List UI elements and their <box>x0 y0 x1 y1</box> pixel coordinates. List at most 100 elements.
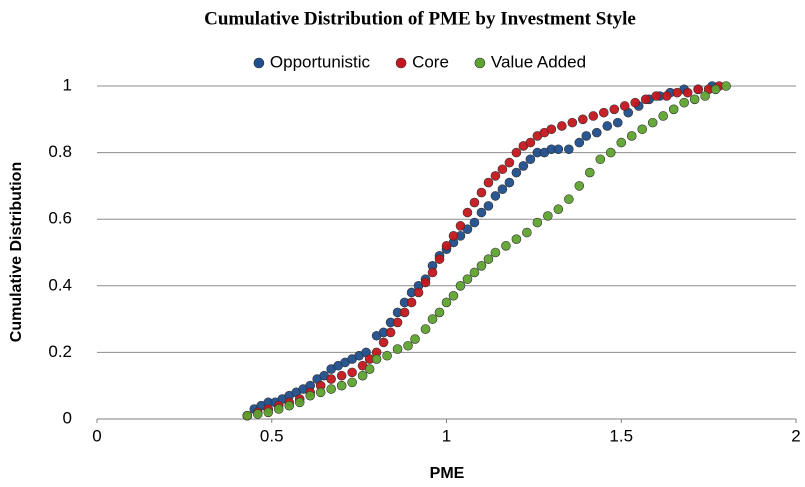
point <box>553 144 564 155</box>
point <box>490 191 501 201</box>
legend-item: Opportunistic <box>253 52 371 71</box>
point <box>242 410 253 421</box>
point <box>700 91 710 101</box>
legend-label: Opportunistic <box>270 52 371 71</box>
point <box>710 84 721 95</box>
point <box>427 314 438 324</box>
point <box>668 104 679 115</box>
point <box>469 267 480 278</box>
point <box>476 207 487 218</box>
legend-item: Core <box>395 52 449 71</box>
point <box>476 187 487 198</box>
y-tick-label: 1 <box>63 75 72 94</box>
point <box>284 400 295 411</box>
point <box>371 354 382 364</box>
point <box>462 207 473 218</box>
point <box>462 274 473 284</box>
grid: 0 0.2 0.4 0.6 0.8 1 0 0.5 1 1.5 2 <box>48 75 800 445</box>
point <box>619 101 630 111</box>
point <box>483 177 494 188</box>
point <box>336 370 347 381</box>
y-tick-label: 0.4 <box>48 275 72 294</box>
y-axis-title: Cumulative Distribution <box>8 162 25 342</box>
point <box>637 124 648 135</box>
point <box>483 201 494 211</box>
x-tick-label: 1.5 <box>609 426 633 445</box>
point <box>543 211 553 221</box>
point <box>564 194 574 205</box>
point <box>693 84 703 95</box>
point <box>651 91 662 101</box>
point <box>252 409 263 419</box>
point <box>305 390 315 401</box>
x-tick-label: 0.5 <box>260 426 284 445</box>
point <box>469 197 480 208</box>
point <box>448 231 459 241</box>
point <box>427 267 438 278</box>
point <box>347 377 357 388</box>
point <box>574 181 585 191</box>
point <box>410 334 420 344</box>
point <box>511 147 522 158</box>
point <box>682 87 693 98</box>
point <box>294 397 305 408</box>
point <box>584 167 595 178</box>
point <box>385 327 396 338</box>
point <box>626 131 637 141</box>
point <box>347 367 357 378</box>
point <box>525 154 536 165</box>
point <box>522 227 532 238</box>
point <box>588 111 599 121</box>
point <box>413 287 424 298</box>
point <box>364 364 375 374</box>
point <box>574 137 585 148</box>
x-tick-label: 0 <box>92 426 101 445</box>
point <box>501 241 511 251</box>
point <box>721 81 731 91</box>
point <box>490 171 501 181</box>
point <box>392 344 403 354</box>
point <box>532 217 543 228</box>
point <box>504 177 515 188</box>
point <box>658 111 668 121</box>
point <box>434 307 445 318</box>
point <box>441 241 452 251</box>
legend-label: Core <box>412 52 449 71</box>
y-tick-label: 0.6 <box>48 209 72 228</box>
point <box>564 144 574 155</box>
point <box>420 277 431 288</box>
point <box>497 164 508 175</box>
point <box>640 94 651 105</box>
legend-marker <box>474 57 486 69</box>
point <box>616 137 627 148</box>
legend-marker <box>395 57 407 69</box>
legend-marker <box>253 57 265 69</box>
point <box>557 121 567 131</box>
legend: Opportunistic Core Value Added <box>253 52 586 71</box>
point <box>382 350 392 361</box>
point <box>647 117 658 128</box>
point <box>476 261 487 271</box>
point <box>525 137 536 148</box>
point <box>336 380 347 391</box>
point <box>434 254 445 264</box>
point <box>420 324 431 334</box>
x-axis-title: PME <box>430 465 465 482</box>
point <box>392 317 403 328</box>
point <box>378 337 389 348</box>
point <box>581 131 592 141</box>
point <box>661 91 672 101</box>
point <box>630 97 641 108</box>
y-tick-label: 0.8 <box>48 142 72 161</box>
point <box>609 104 620 115</box>
point <box>469 217 480 228</box>
point <box>448 290 459 301</box>
point <box>504 157 515 168</box>
point <box>497 184 508 195</box>
point <box>483 254 494 264</box>
marks <box>242 81 731 421</box>
point <box>605 147 616 158</box>
point <box>518 161 529 171</box>
point <box>511 234 522 244</box>
